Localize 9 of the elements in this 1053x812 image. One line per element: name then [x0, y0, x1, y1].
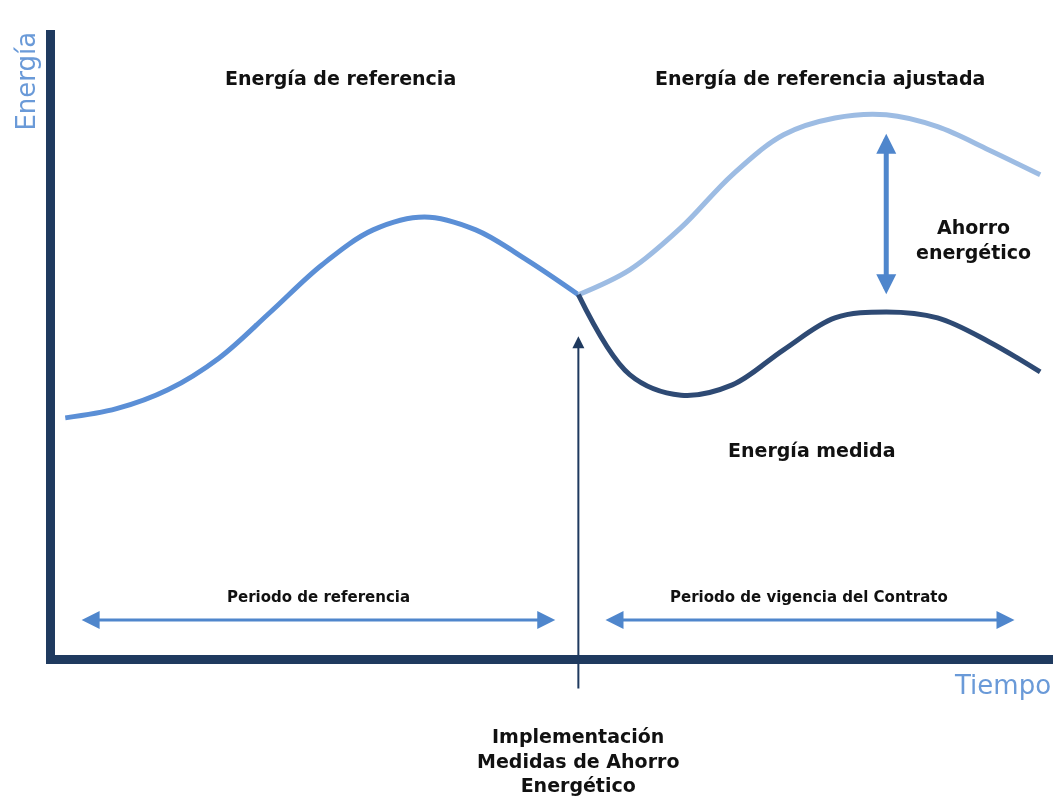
text: Energía de referencia: [225, 67, 457, 89]
annotation: Energía medida: [728, 439, 896, 461]
text: Implementación Medidas de Ahorro Energético: [477, 725, 680, 797]
text: Energía de referencia ajustada: [655, 67, 986, 89]
annotation: Periodo de vigencia del Contrato: [670, 588, 948, 606]
x-axis-title: Tiempo: [954, 670, 1052, 700]
y-axis-title: Energía: [10, 31, 41, 131]
annotation: Periodo de referencia: [227, 588, 411, 606]
annotation: Ahorro energético: [916, 216, 1032, 263]
